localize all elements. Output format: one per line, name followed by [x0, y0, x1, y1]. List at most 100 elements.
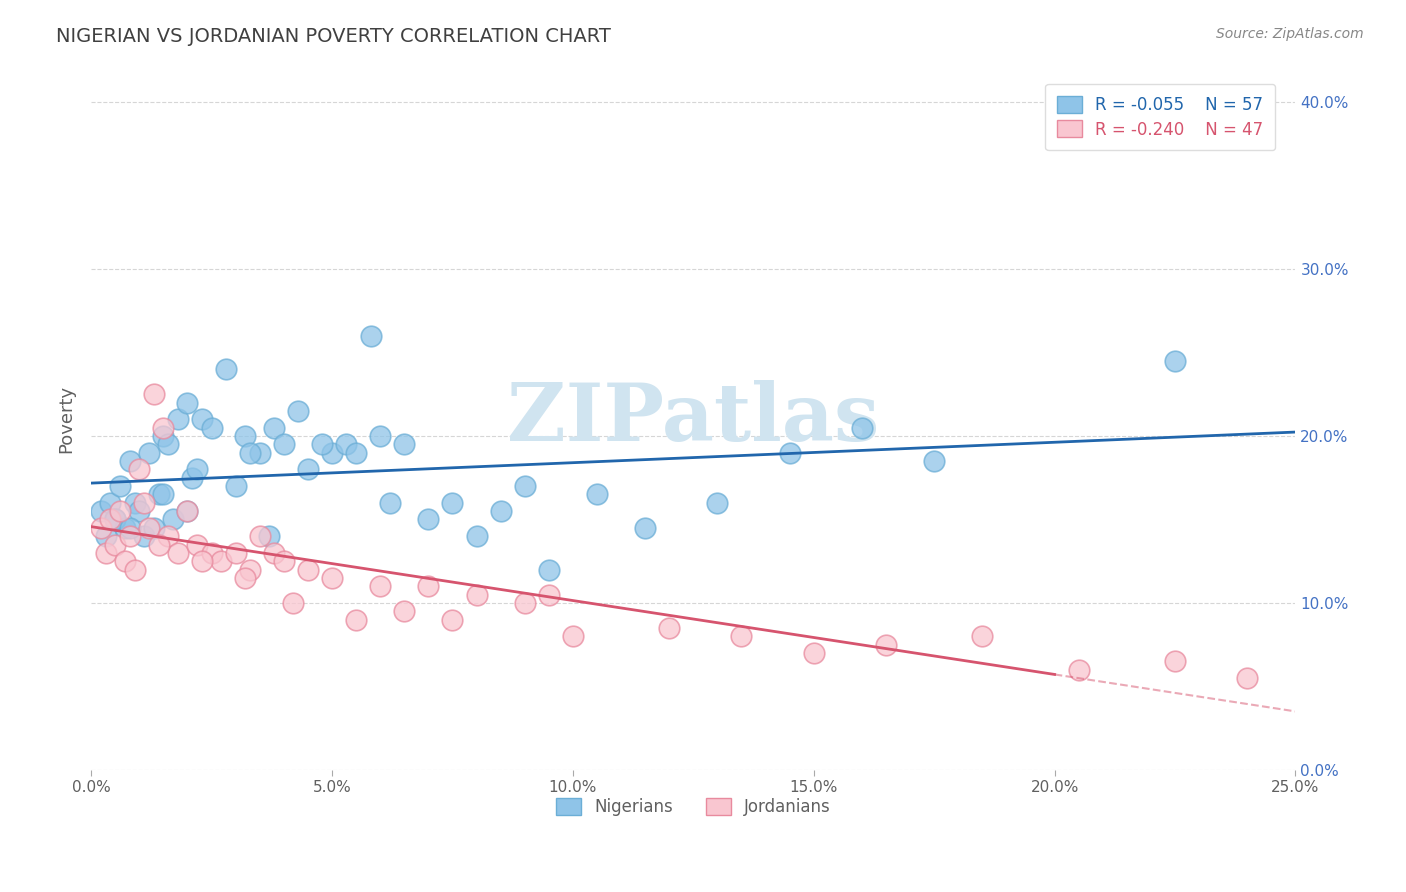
Point [215, 362, 238, 376]
Point [108, 504, 131, 518]
Point [186, 537, 208, 551]
Point [176, 504, 198, 518]
Point [297, 563, 319, 577]
Point [100, 496, 122, 510]
Point [321, 445, 343, 459]
Point [239, 445, 262, 459]
Point [586, 487, 609, 501]
Point [138, 445, 160, 459]
Point [730, 629, 752, 643]
Point [368, 579, 391, 593]
Point [176, 395, 198, 409]
Point [394, 604, 416, 618]
Point [157, 437, 180, 451]
Point [368, 429, 391, 443]
Point [249, 445, 271, 459]
Point [128, 462, 150, 476]
Point [104, 512, 127, 526]
Point [344, 445, 367, 459]
Point [225, 479, 247, 493]
Point [297, 462, 319, 476]
Text: ZIPatlas: ZIPatlas [508, 380, 879, 458]
Point [779, 445, 801, 459]
Point [94, 546, 117, 560]
Point [394, 437, 416, 451]
Point [209, 554, 232, 568]
Text: NIGERIAN VS JORDANIAN POVERTY CORRELATION CHART: NIGERIAN VS JORDANIAN POVERTY CORRELATIO… [56, 27, 612, 45]
Text: Source: ZipAtlas.com: Source: ZipAtlas.com [1216, 27, 1364, 41]
Point [191, 554, 214, 568]
Point [360, 328, 382, 343]
Point [1067, 663, 1090, 677]
Point [176, 504, 198, 518]
Point [263, 546, 285, 560]
Point [344, 613, 367, 627]
Point [200, 546, 222, 560]
Point [142, 521, 165, 535]
Point [634, 521, 657, 535]
Point [875, 638, 897, 652]
Point [263, 420, 285, 434]
Point [489, 504, 512, 518]
Point [104, 537, 127, 551]
Point [152, 429, 174, 443]
Point [124, 563, 146, 577]
Point [118, 454, 141, 468]
Point [259, 529, 281, 543]
Legend: Nigerians, Jordanians: Nigerians, Jordanians [547, 790, 839, 825]
Point [1236, 671, 1258, 685]
Point [148, 537, 170, 551]
Point [191, 412, 214, 426]
Point [465, 588, 488, 602]
Point [335, 437, 357, 451]
Point [186, 462, 208, 476]
Point [128, 504, 150, 518]
Point [537, 563, 560, 577]
Point [152, 420, 174, 434]
Point [311, 437, 333, 451]
Point [138, 521, 160, 535]
Point [287, 404, 309, 418]
Point [658, 621, 681, 635]
Point [441, 496, 464, 510]
Point [233, 571, 256, 585]
Point [706, 496, 728, 510]
Point [134, 529, 156, 543]
Point [1164, 655, 1187, 669]
Point [851, 420, 873, 434]
Point [321, 571, 343, 585]
Point [418, 579, 440, 593]
Point [239, 563, 262, 577]
Point [561, 629, 583, 643]
Point [922, 454, 945, 468]
Y-axis label: Poverty: Poverty [58, 385, 75, 453]
Point [118, 521, 141, 535]
Point [513, 596, 536, 610]
Point [249, 529, 271, 543]
Point [118, 529, 141, 543]
Point [418, 512, 440, 526]
Point [273, 554, 295, 568]
Point [142, 387, 165, 401]
Point [108, 479, 131, 493]
Point [114, 521, 136, 535]
Point [378, 496, 401, 510]
Point [104, 512, 127, 526]
Point [513, 479, 536, 493]
Point [233, 429, 256, 443]
Point [134, 496, 156, 510]
Point [441, 613, 464, 627]
Point [200, 420, 222, 434]
Point [283, 596, 305, 610]
Point [94, 529, 117, 543]
Point [162, 512, 184, 526]
Point [1164, 353, 1187, 368]
Point [114, 554, 136, 568]
Point [124, 496, 146, 510]
Point [465, 529, 488, 543]
Point [152, 487, 174, 501]
Point [972, 629, 994, 643]
Point [90, 521, 112, 535]
Point [167, 412, 190, 426]
Point [225, 546, 247, 560]
